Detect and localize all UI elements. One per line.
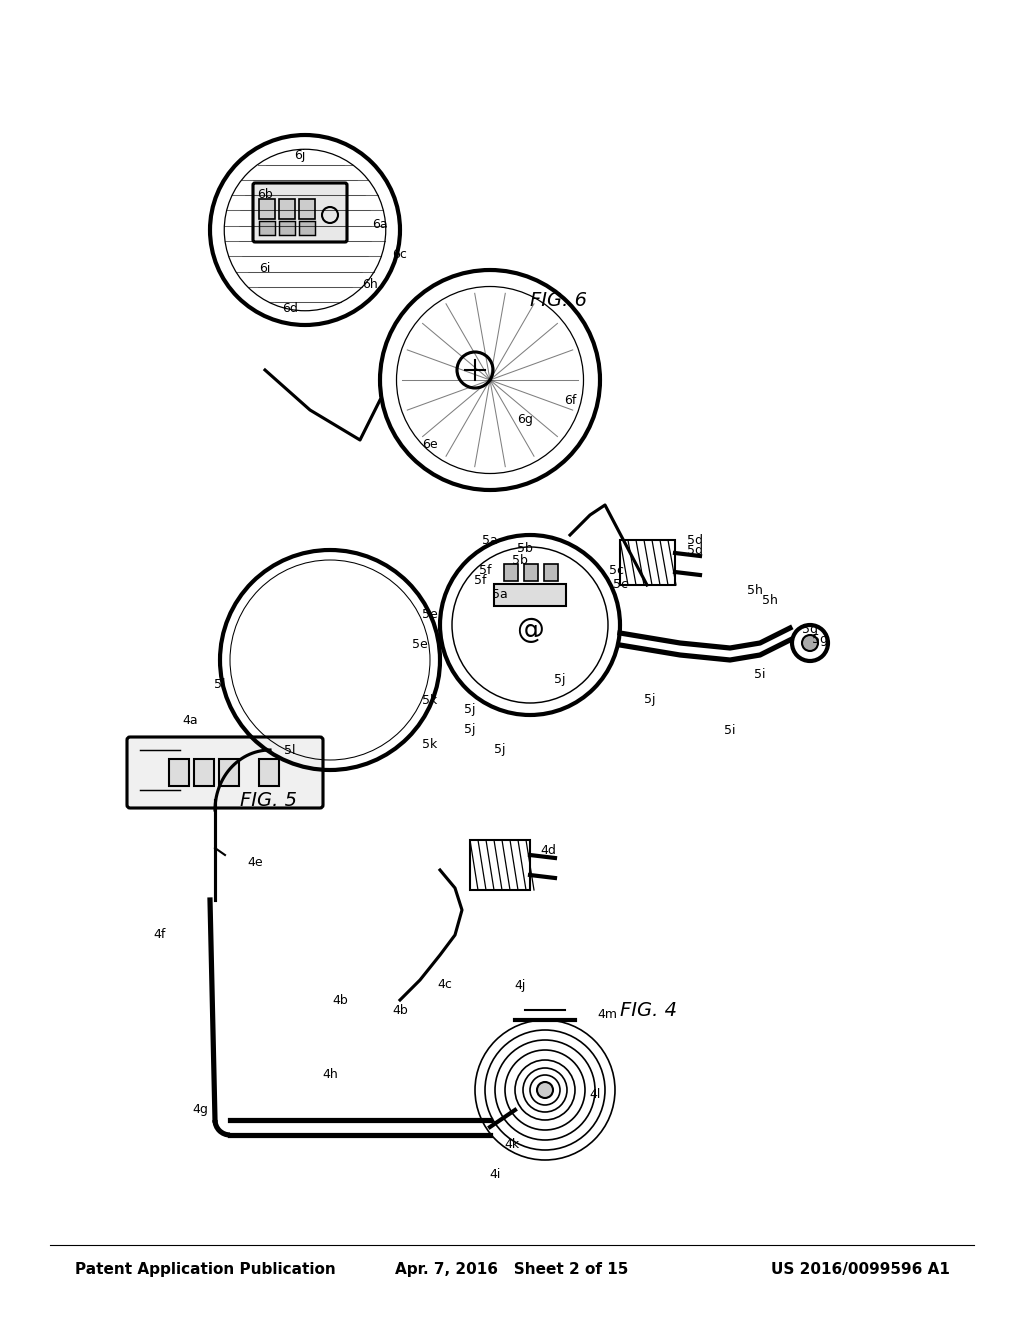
Text: 4h: 4h: [323, 1068, 338, 1081]
FancyBboxPatch shape: [299, 199, 315, 219]
Text: FIG. 4: FIG. 4: [620, 1001, 677, 1019]
Text: 6i: 6i: [259, 261, 270, 275]
Text: 5k: 5k: [422, 693, 437, 706]
FancyBboxPatch shape: [504, 564, 518, 581]
Text: 4d: 4d: [540, 843, 556, 857]
FancyBboxPatch shape: [279, 220, 295, 235]
Text: US 2016/0099596 A1: US 2016/0099596 A1: [771, 1262, 950, 1278]
FancyBboxPatch shape: [169, 759, 189, 785]
Circle shape: [537, 1082, 553, 1098]
Text: 5f: 5f: [474, 573, 486, 586]
Text: 5j: 5j: [554, 673, 565, 686]
Text: 5f: 5f: [479, 564, 492, 577]
Text: 5j: 5j: [495, 743, 506, 756]
Text: 5e: 5e: [412, 639, 428, 652]
FancyBboxPatch shape: [259, 199, 275, 219]
Text: 5b: 5b: [517, 541, 532, 554]
Text: 4g: 4g: [193, 1104, 208, 1117]
Text: 6d: 6d: [282, 301, 298, 314]
FancyBboxPatch shape: [544, 564, 558, 581]
Text: 4b: 4b: [392, 1003, 408, 1016]
Text: 6b: 6b: [257, 189, 272, 202]
FancyBboxPatch shape: [259, 759, 279, 785]
Text: 6g: 6g: [517, 413, 532, 426]
FancyBboxPatch shape: [194, 759, 214, 785]
FancyBboxPatch shape: [494, 583, 566, 606]
Text: 5b: 5b: [512, 553, 528, 566]
Text: 5d: 5d: [687, 533, 703, 546]
Text: 4a: 4a: [182, 714, 198, 726]
FancyBboxPatch shape: [299, 220, 315, 235]
Text: 4k: 4k: [505, 1138, 519, 1151]
Text: 6a: 6a: [372, 219, 388, 231]
Text: 5h: 5h: [748, 583, 763, 597]
FancyBboxPatch shape: [279, 199, 295, 219]
Text: 5a: 5a: [493, 589, 508, 602]
Text: 5i: 5i: [724, 723, 736, 737]
FancyBboxPatch shape: [127, 737, 323, 808]
Text: FIG. 5: FIG. 5: [240, 791, 297, 809]
Text: 6f: 6f: [564, 393, 577, 407]
FancyBboxPatch shape: [259, 220, 275, 235]
Text: @: @: [516, 616, 544, 644]
Text: 5l: 5l: [285, 743, 296, 756]
Text: 5k: 5k: [422, 738, 437, 751]
Text: 5j: 5j: [464, 723, 476, 737]
Text: 6c: 6c: [392, 248, 408, 261]
Text: FIG. 6: FIG. 6: [530, 290, 587, 309]
Bar: [470, 840, 530, 890]
Text: 6j: 6j: [294, 149, 306, 161]
Text: 4l: 4l: [590, 1089, 601, 1101]
Text: 6h: 6h: [362, 279, 378, 292]
Text: 5d: 5d: [687, 544, 703, 557]
Text: 5j: 5j: [464, 704, 476, 717]
Text: 5e: 5e: [422, 609, 438, 622]
FancyBboxPatch shape: [524, 564, 538, 581]
Text: 6e: 6e: [422, 438, 438, 451]
Text: 5j: 5j: [644, 693, 655, 706]
Text: 4e: 4e: [247, 855, 263, 869]
Text: 4b: 4b: [332, 994, 348, 1006]
Text: 5g: 5g: [812, 634, 828, 647]
Text: 4i: 4i: [489, 1168, 501, 1181]
Text: 4c: 4c: [437, 978, 453, 991]
Text: 5c: 5c: [612, 578, 628, 591]
Text: 5g: 5g: [802, 623, 818, 636]
Text: Patent Application Publication: Patent Application Publication: [75, 1262, 336, 1278]
Circle shape: [802, 635, 818, 651]
Text: 5l: 5l: [214, 678, 225, 692]
Text: 5h: 5h: [762, 594, 778, 606]
FancyBboxPatch shape: [253, 183, 347, 242]
Bar: [620, 540, 675, 585]
Text: 4j: 4j: [514, 978, 525, 991]
Text: 4m: 4m: [597, 1008, 617, 1022]
Text: Apr. 7, 2016   Sheet 2 of 15: Apr. 7, 2016 Sheet 2 of 15: [395, 1262, 629, 1278]
Text: 5a: 5a: [482, 533, 498, 546]
FancyBboxPatch shape: [219, 759, 239, 785]
Text: 5c: 5c: [609, 564, 625, 577]
Text: 5i: 5i: [755, 668, 766, 681]
Text: 4f: 4f: [154, 928, 166, 941]
